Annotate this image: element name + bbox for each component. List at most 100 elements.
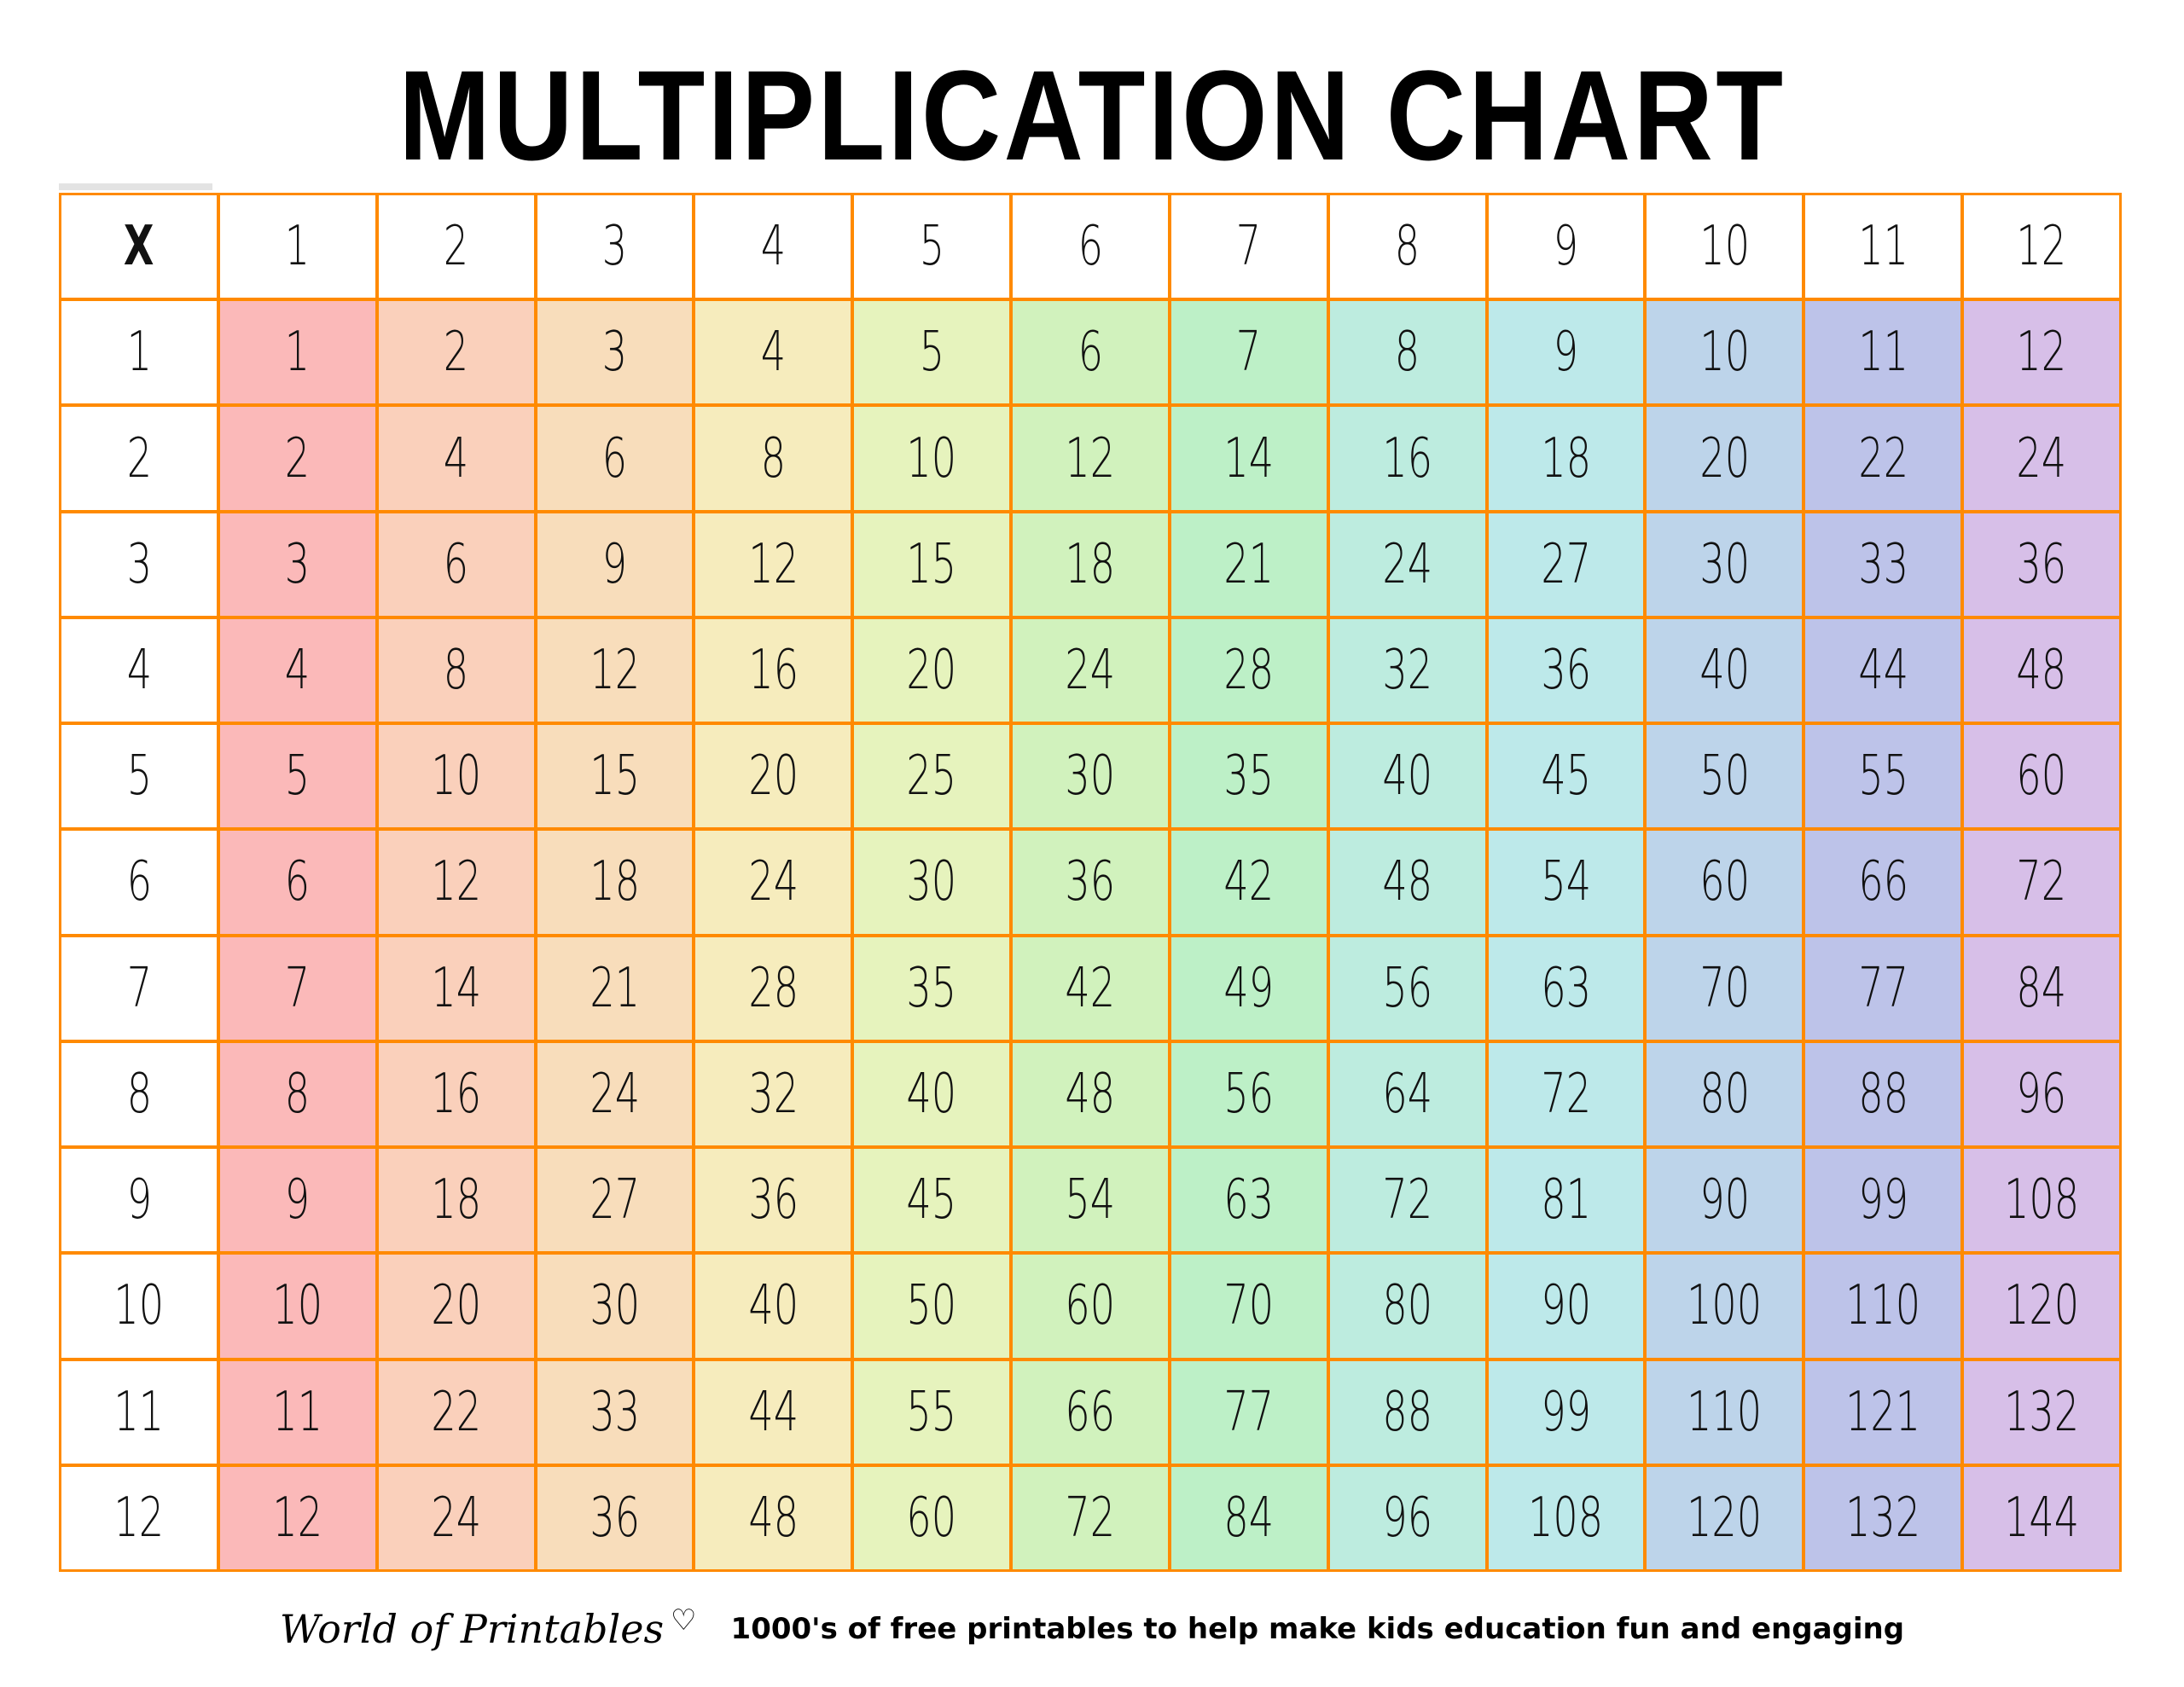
product-cell-text: 132	[1845, 1486, 1921, 1550]
multiplication-table: X 1 2 3 4 5 6 7 8 9 10 11 12 1 1 2 3 4 5 6 7 8 9 10 11 12 2 2 4 6 8 10 1…	[59, 193, 2122, 1572]
product-cell-text: 120	[1687, 1486, 1763, 1550]
product-cell: 77	[1805, 936, 1961, 1040]
column-header-text: 1	[285, 215, 311, 279]
product-cell-text: 36	[1065, 850, 1116, 914]
product-cell-text: 9	[601, 532, 628, 596]
product-cell-text: 32	[747, 1062, 799, 1126]
product-cell-text: 77	[1223, 1380, 1275, 1444]
row-header-text: 8	[126, 1062, 152, 1126]
page-title: MULTIPLICATION CHART	[0, 47, 2184, 183]
product-cell-text: 22	[1857, 426, 1908, 490]
product-cell-text: 44	[747, 1380, 799, 1444]
product-cell-text: 21	[1223, 532, 1275, 596]
product-cell-text: 88	[1857, 1062, 1908, 1126]
product-cell-text: 36	[747, 1168, 799, 1232]
product-cell-text: 96	[1382, 1486, 1433, 1550]
product-cell-text: 96	[2016, 1062, 2067, 1126]
product-cell-text: 20	[1699, 426, 1750, 490]
product-cell: 96	[1329, 1466, 1485, 1569]
product-cell-text: 3	[285, 532, 311, 596]
product-cell: 22	[1805, 407, 1961, 510]
product-cell: 12	[695, 513, 851, 616]
product-cell: 44	[695, 1360, 851, 1464]
product-cell-text: 33	[590, 1380, 640, 1444]
product-cell: 30	[854, 831, 1010, 934]
product-cell: 110	[1805, 1255, 1961, 1358]
column-header: 1	[219, 195, 375, 299]
product-cell-text: 108	[1528, 1486, 1604, 1550]
product-cell: 50	[1647, 725, 1803, 828]
product-cell: 27	[1488, 513, 1644, 616]
product-cell-text: 55	[1857, 745, 1908, 809]
product-cell-text: 4	[443, 426, 469, 490]
product-cell-text: 45	[906, 1168, 957, 1232]
row-header: 11	[61, 1360, 217, 1464]
product-cell: 99	[1488, 1360, 1644, 1464]
product-cell: 28	[1170, 618, 1327, 722]
product-cell-text: 24	[1382, 532, 1433, 596]
product-cell: 72	[1013, 1466, 1168, 1569]
product-cell: 80	[1647, 1042, 1803, 1146]
product-cell: 33	[1805, 513, 1961, 616]
column-header-text: 4	[760, 215, 786, 279]
column-header-text: 5	[919, 215, 944, 279]
product-cell: 22	[378, 1360, 534, 1464]
product-cell: 12	[1013, 407, 1168, 510]
product-cell-text: 63	[1541, 956, 1591, 1020]
product-cell: 2	[219, 407, 375, 510]
product-cell: 66	[1805, 831, 1961, 934]
product-cell: 80	[1329, 1255, 1485, 1358]
product-cell-text: 8	[1395, 321, 1420, 385]
product-cell: 42	[1013, 936, 1168, 1040]
product-cell-text: 18	[1065, 532, 1116, 596]
product-cell-text: 6	[601, 426, 628, 490]
product-cell-text: 36	[590, 1486, 640, 1550]
product-cell-text: 88	[1382, 1380, 1433, 1444]
product-cell-text: 45	[1541, 745, 1591, 809]
corner-header-text: X	[124, 215, 154, 279]
column-header: 5	[854, 195, 1010, 299]
product-cell-text: 84	[1223, 1486, 1275, 1550]
product-cell: 48	[1013, 1042, 1168, 1146]
product-cell: 8	[219, 1042, 375, 1146]
product-cell-text: 3	[601, 321, 628, 385]
product-cell: 63	[1488, 936, 1644, 1040]
product-cell-text: 11	[1857, 321, 1908, 385]
product-cell: 20	[854, 618, 1010, 722]
product-cell: 10	[378, 725, 534, 828]
product-cell-text: 48	[2016, 639, 2067, 703]
product-cell: 120	[1647, 1466, 1803, 1569]
product-cell-text: 72	[2016, 850, 2067, 914]
product-cell: 64	[1329, 1042, 1485, 1146]
product-cell-text: 132	[2004, 1380, 2080, 1444]
product-cell: 99	[1805, 1149, 1961, 1252]
product-cell: 100	[1647, 1255, 1803, 1358]
column-header-text: 8	[1395, 215, 1420, 279]
product-cell-text: 48	[747, 1486, 799, 1550]
product-cell: 70	[1647, 936, 1803, 1040]
product-cell-text: 10	[272, 1274, 323, 1338]
product-cell: 66	[1013, 1360, 1168, 1464]
product-cell-text: 40	[1382, 745, 1433, 809]
product-cell-text: 110	[1687, 1380, 1763, 1444]
product-cell: 132	[1964, 1360, 2119, 1464]
product-cell-text: 18	[590, 850, 640, 914]
row-header-text: 10	[113, 1274, 165, 1338]
product-cell: 24	[1013, 618, 1168, 722]
product-cell-text: 49	[1223, 956, 1275, 1020]
product-cell-text: 5	[919, 321, 944, 385]
product-cell: 56	[1329, 936, 1485, 1040]
product-cell: 14	[1170, 407, 1327, 510]
product-cell-text: 30	[906, 850, 957, 914]
product-cell: 8	[695, 407, 851, 510]
product-cell: 12	[1964, 301, 2119, 404]
product-cell-text: 20	[906, 639, 957, 703]
product-cell-text: 6	[1077, 321, 1103, 385]
product-cell: 6	[537, 407, 693, 510]
product-cell: 88	[1329, 1360, 1485, 1464]
product-cell-text: 72	[1541, 1062, 1591, 1126]
product-cell: 49	[1170, 936, 1327, 1040]
product-cell-text: 40	[747, 1274, 799, 1338]
product-cell: 16	[695, 618, 851, 722]
product-cell: 88	[1805, 1042, 1961, 1146]
